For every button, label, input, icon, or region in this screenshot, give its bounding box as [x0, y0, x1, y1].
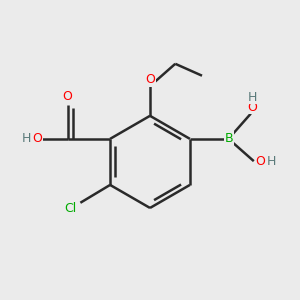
Text: H: H	[266, 155, 276, 168]
Text: H: H	[248, 91, 257, 104]
Text: O: O	[146, 73, 155, 86]
Text: O: O	[248, 100, 257, 114]
Text: O: O	[33, 132, 43, 145]
Text: O: O	[255, 155, 265, 168]
Text: H: H	[22, 132, 31, 145]
Text: Cl: Cl	[64, 202, 76, 215]
Text: O: O	[62, 90, 72, 103]
Text: B: B	[224, 132, 233, 145]
